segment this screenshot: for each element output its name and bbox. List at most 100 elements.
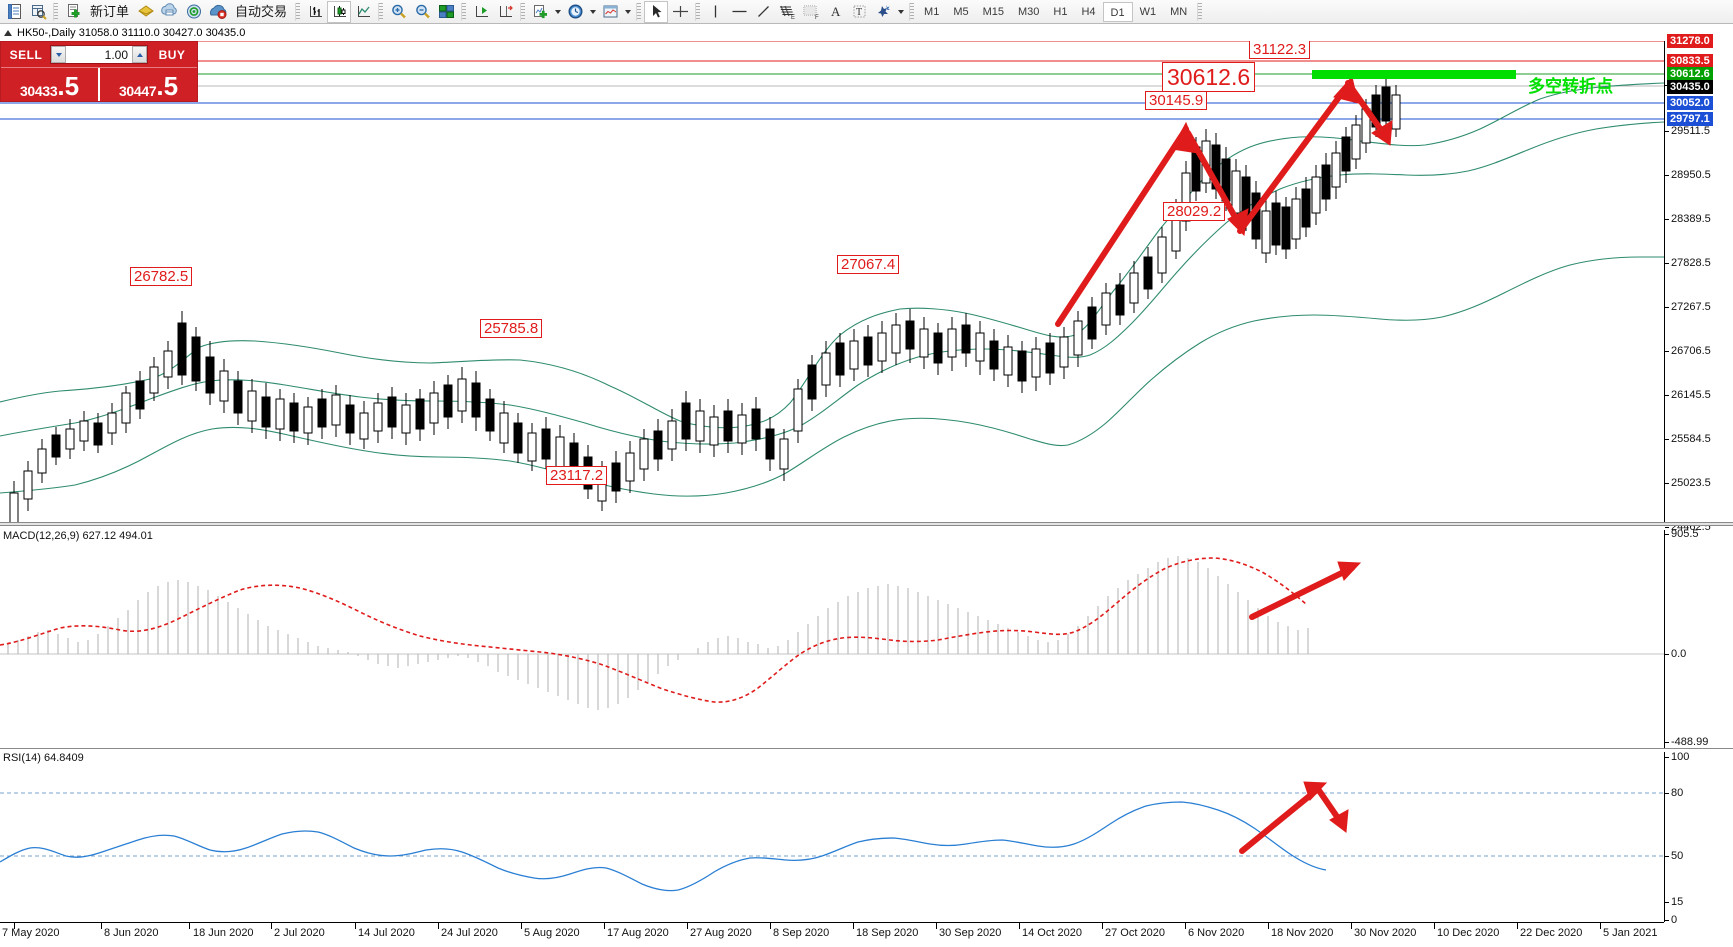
- text-label-icon[interactable]: T: [847, 1, 871, 23]
- rsi-pane[interactable]: [0, 752, 1664, 922]
- text-icon[interactable]: A: [823, 1, 847, 23]
- shift-end-icon[interactable]: [469, 1, 493, 23]
- zoom-in-icon[interactable]: [386, 1, 410, 23]
- toolbar-separator: [461, 2, 467, 21]
- expert-advisor-icon[interactable]: [134, 1, 158, 23]
- date-label: 7 May 2020: [2, 927, 60, 939]
- period-icon[interactable]: [563, 1, 587, 23]
- date-label: 22 Dec 2020: [1520, 927, 1583, 939]
- vertical-line-icon[interactable]: [703, 1, 727, 23]
- timeframe-m30[interactable]: M30: [1018, 5, 1040, 18]
- templates-icon[interactable]: [598, 1, 622, 23]
- date-tick: [1351, 923, 1352, 929]
- timeframe-m5[interactable]: M5: [953, 5, 969, 18]
- trend-arrow-annotation: [1055, 75, 1393, 327]
- date-axis[interactable]: 7 May 2020 8 Jun 2020 18 Jun 2020 2 Jul …: [0, 922, 1664, 947]
- chart-annotation-30612[interactable]: 30612.6: [1162, 62, 1256, 92]
- date-tick: [1268, 923, 1269, 929]
- timeframe-h1[interactable]: H1: [1053, 5, 1068, 18]
- market-watch-icon[interactable]: [158, 1, 182, 23]
- price-tag-support[interactable]: 30612.6: [1667, 67, 1713, 81]
- crosshair-icon[interactable]: [668, 1, 692, 23]
- chart-annotation-26782[interactable]: 26782.5: [130, 267, 193, 286]
- timeframe-m1[interactable]: M1: [924, 5, 940, 18]
- date-tick: [1517, 923, 1518, 929]
- price-tick: 26706.5: [1665, 345, 1711, 357]
- date-label: 17 Aug 2020: [607, 927, 669, 939]
- main-price-pane[interactable]: 26782.5 25785.8 23117.2 27067.4 28029.2 …: [0, 41, 1664, 522]
- chart-annotation-25785[interactable]: 25785.8: [480, 319, 543, 338]
- price-tick: 29511.5: [1665, 125, 1710, 137]
- rsi-tick-80: 80: [1665, 787, 1683, 799]
- date-tick: [687, 923, 688, 929]
- fibonacci-icon[interactable]: E: [775, 1, 799, 23]
- rsi-trend-arrow: [1239, 781, 1349, 854]
- timeframe-m15[interactable]: M15: [982, 5, 1004, 18]
- equidistant-channel-icon[interactable]: F: [799, 1, 823, 23]
- templates-dropdown-caret[interactable]: [622, 1, 633, 23]
- candlestick-chart-icon[interactable]: [327, 0, 352, 23]
- new-order-label[interactable]: 新订单: [90, 3, 130, 19]
- line-chart-icon[interactable]: [351, 1, 375, 23]
- period-dropdown-caret[interactable]: [587, 1, 598, 23]
- zoom-out-icon[interactable]: [410, 1, 434, 23]
- chart-annotation-23117[interactable]: 23117.2: [546, 466, 608, 485]
- chart-annotation-27067[interactable]: 27067.4: [837, 255, 900, 274]
- one-click-trading-panel[interactable]: SELL 1.00 BUY 30433 .5 30447 .5: [0, 41, 198, 102]
- buy-button[interactable]: 30447 .5: [98, 68, 197, 101]
- rsi-scale[interactable]: 100 80 50 15 0: [1664, 751, 1733, 926]
- price-scale-main[interactable]: 31154.5 29511.5 28950.5 28389.5 27828.5 …: [1664, 34, 1733, 533]
- macd-pane[interactable]: [0, 530, 1664, 748]
- horizontal-line-icon[interactable]: [727, 1, 751, 23]
- indicators-icon[interactable]: [528, 1, 552, 23]
- date-tick: [1600, 923, 1601, 929]
- bar-chart-icon[interactable]: [303, 1, 327, 23]
- macd-scale[interactable]: 905.5 0.0 -488.99: [1664, 528, 1733, 748]
- sell-label[interactable]: SELL: [9, 47, 43, 62]
- shapes-icon[interactable]: [871, 1, 895, 23]
- auto-trading-label[interactable]: 自动交易: [235, 3, 288, 19]
- price-tag-ask[interactable]: 31278.0: [1667, 34, 1713, 48]
- date-label: 8 Sep 2020: [773, 927, 830, 939]
- date-tick: [770, 923, 771, 929]
- tile-windows-icon[interactable]: [434, 1, 458, 23]
- toolbar-separator: [636, 2, 642, 21]
- price-tag-level-1[interactable]: 30052.0: [1667, 96, 1713, 110]
- volume-decrease-icon[interactable]: [51, 46, 66, 63]
- chart-annotation-31122[interactable]: 31122.3: [1249, 41, 1311, 59]
- volume-value[interactable]: 1.00: [104, 47, 128, 62]
- macd-histogram: [7, 556, 1309, 710]
- shapes-dropdown-caret[interactable]: [895, 1, 906, 23]
- chart-annotation-28029[interactable]: 28029.2: [1163, 202, 1226, 221]
- macd-canvas: [0, 556, 1664, 710]
- toolbar-separator: [520, 2, 526, 21]
- auto-trading-icon[interactable]: [206, 1, 230, 23]
- indicators-dropdown-caret[interactable]: [552, 1, 563, 23]
- chart-annotation-30145[interactable]: 30145.9: [1145, 91, 1208, 110]
- date-label: 10 Dec 2020: [1437, 927, 1500, 939]
- pane-divider-macd[interactable]: [0, 522, 1733, 526]
- data-window-icon[interactable]: [26, 1, 50, 23]
- cursor-icon[interactable]: [644, 0, 669, 23]
- timeframe-d1[interactable]: D1: [1102, 1, 1133, 22]
- new-order-plus-icon[interactable]: [61, 1, 85, 23]
- collapse-triangle-icon[interactable]: [4, 30, 12, 36]
- auto-scroll-icon[interactable]: [493, 1, 517, 23]
- date-tick: [1185, 923, 1186, 929]
- date-tick: [936, 923, 937, 929]
- price-tag-level-2[interactable]: 29797.1: [1667, 112, 1713, 126]
- main-toolbar: 新订单: [0, 0, 1733, 24]
- volume-increase-icon[interactable]: [132, 46, 147, 63]
- timeframe-h4[interactable]: H4: [1081, 5, 1096, 18]
- new-order-icon[interactable]: [2, 1, 26, 23]
- volume-stepper[interactable]: 1.00: [50, 45, 148, 64]
- navigator-icon[interactable]: [182, 1, 206, 23]
- sell-button[interactable]: 30433 .5: [1, 68, 98, 101]
- price-tag-last[interactable]: 30435.0: [1667, 80, 1713, 94]
- timeframe-w1[interactable]: W1: [1139, 5, 1157, 18]
- price-tag-resistance[interactable]: 30833.5: [1667, 54, 1713, 68]
- trendline-icon[interactable]: [751, 1, 775, 23]
- timeframe-mn[interactable]: MN: [1170, 5, 1188, 18]
- buy-label[interactable]: BUY: [158, 47, 186, 62]
- toolbar-separator: [1197, 2, 1203, 21]
